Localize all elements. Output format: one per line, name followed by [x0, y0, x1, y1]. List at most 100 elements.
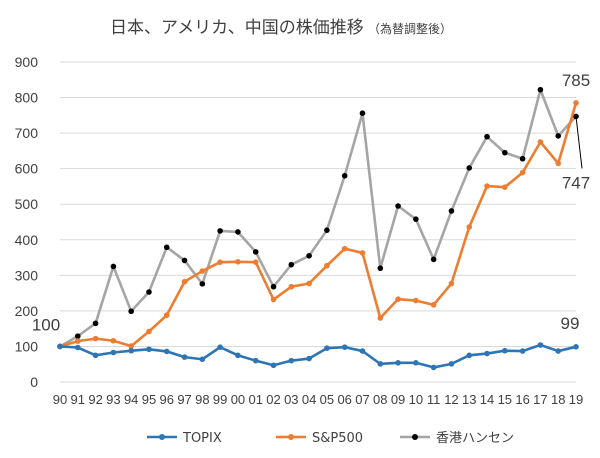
- data-point: [341, 245, 348, 252]
- data-point: [270, 283, 277, 290]
- data-point: [484, 133, 490, 140]
- data-point: [502, 347, 508, 354]
- data-point: [377, 315, 384, 321]
- x-tick-label: 01: [248, 392, 262, 407]
- legend-swatch-marker: [159, 434, 165, 440]
- y-tick-label: 400: [15, 232, 39, 248]
- data-point: [466, 224, 473, 230]
- data-point: [395, 360, 401, 366]
- data-point: [235, 229, 241, 235]
- x-tick-label: 02: [266, 392, 280, 407]
- data-point: [430, 302, 437, 308]
- y-axis-ticks: 0 100 200 300 400 500 600 700 800 900: [15, 54, 39, 390]
- x-tick-label: 90: [53, 392, 67, 407]
- data-point: [502, 149, 508, 156]
- data-point: [377, 361, 384, 367]
- data-point: [555, 348, 562, 354]
- data-point: [181, 278, 188, 285]
- data-point: [466, 165, 473, 171]
- legend-label: TOPIX: [182, 431, 222, 446]
- annotation-label: 747: [562, 173, 590, 192]
- data-point: [359, 250, 366, 256]
- legend-item: TOPIX: [147, 431, 222, 446]
- data-point: [537, 139, 544, 145]
- data-point: [128, 343, 134, 349]
- data-point: [413, 216, 419, 222]
- x-tick-label: 98: [195, 392, 209, 407]
- data-point: [110, 349, 117, 356]
- data-point: [217, 259, 223, 265]
- data-point: [288, 283, 295, 290]
- data-point: [502, 184, 508, 190]
- data-point: [555, 160, 562, 167]
- data-point: [163, 348, 170, 355]
- data-point: [146, 289, 152, 295]
- data-point: [74, 333, 81, 339]
- data-point: [359, 110, 366, 116]
- data-point: [395, 296, 401, 302]
- y-tick-label: 700: [15, 125, 39, 141]
- chart-subtitle: （為替調整後）: [368, 21, 452, 36]
- data-point: [341, 344, 348, 350]
- data-point: [573, 113, 579, 120]
- x-tick-label: 17: [533, 392, 547, 407]
- data-point: [92, 335, 99, 342]
- data-point: [377, 265, 384, 272]
- data-point: [555, 133, 562, 139]
- data-point: [448, 280, 455, 287]
- data-point: [519, 348, 526, 354]
- legend: TOPIX S&P500 香港ハンセン: [147, 431, 514, 446]
- data-point: [235, 352, 241, 359]
- chart-title: 日本、アメリカ、中国の株価推移: [110, 18, 364, 38]
- data-point: [288, 357, 295, 364]
- data-point: [288, 261, 295, 268]
- x-tick-label: 95: [142, 392, 156, 407]
- x-tick-label: 93: [106, 392, 120, 407]
- data-point: [92, 352, 99, 359]
- legend-swatch-marker: [288, 434, 294, 440]
- x-tick-label: 97: [177, 392, 191, 407]
- data-point: [324, 227, 330, 233]
- data-point: [146, 346, 152, 353]
- data-point: [270, 296, 277, 303]
- y-tick-label: 500: [15, 196, 39, 212]
- x-tick-label: 07: [355, 392, 369, 407]
- x-tick-label: 94: [124, 392, 138, 407]
- legend-item: 香港ハンセン: [400, 431, 514, 446]
- x-tick-label: 99: [213, 392, 227, 407]
- x-tick-label: 16: [515, 392, 529, 407]
- data-point: [199, 281, 206, 287]
- x-axis-ticks: 90 91 92 93 94 95 96 97 98 99 00 01 02 03 04 05 06 07 08 09…: [53, 392, 583, 407]
- data-point: [74, 344, 81, 351]
- data-point: [573, 344, 579, 350]
- data-point: [199, 356, 206, 363]
- annotation-label: 785: [562, 71, 590, 90]
- data-point: [413, 360, 419, 366]
- series-line: [59, 343, 577, 369]
- x-tick-label: 05: [320, 392, 334, 407]
- data-point: [359, 348, 366, 354]
- series-line: [59, 102, 578, 348]
- annotations: 100 785 747 99: [32, 71, 590, 335]
- data-point: [484, 183, 490, 189]
- x-tick-label: 14: [480, 392, 494, 407]
- y-tick-label: 100: [15, 338, 39, 354]
- x-tick-label: 11: [427, 392, 441, 407]
- data-point: [199, 268, 206, 274]
- data-point: [324, 345, 330, 352]
- y-tick-label: 0: [30, 374, 38, 390]
- x-tick-label: 00: [231, 392, 245, 407]
- grid-lines: [60, 61, 576, 383]
- data-point: [270, 362, 277, 369]
- x-tick-label: 10: [409, 392, 423, 407]
- data-point: [92, 320, 99, 327]
- x-tick-label: 92: [88, 392, 102, 407]
- data-point: [395, 203, 401, 209]
- data-point: [163, 244, 170, 251]
- series-1: [57, 100, 579, 350]
- data-point: [306, 252, 312, 259]
- data-point: [181, 354, 188, 360]
- data-point: [181, 257, 188, 264]
